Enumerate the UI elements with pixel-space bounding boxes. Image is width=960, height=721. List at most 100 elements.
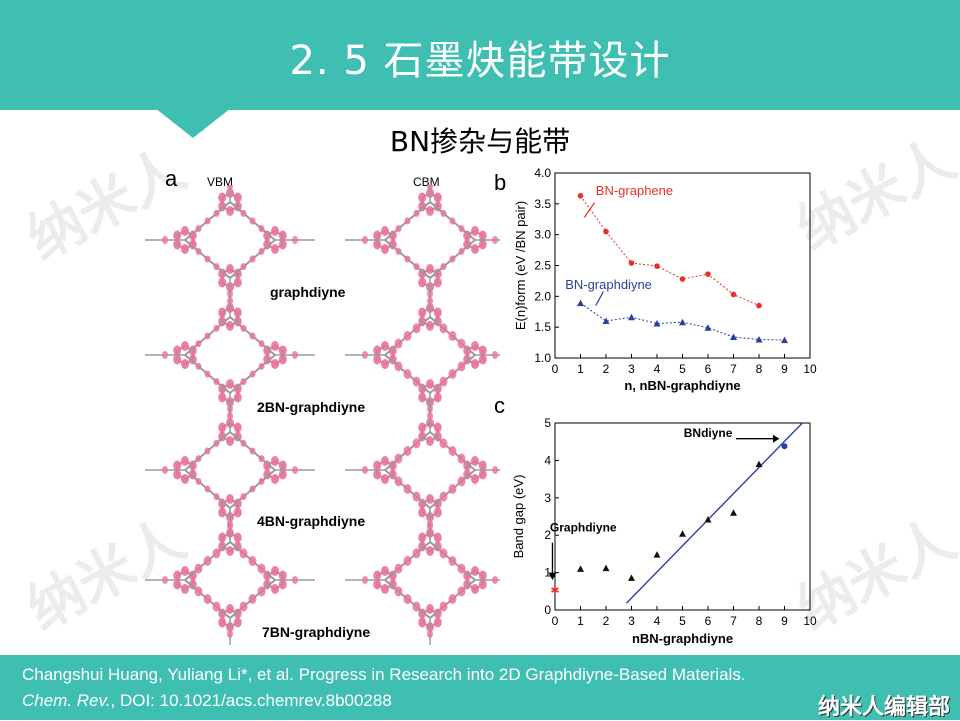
x-tick-label: 2 xyxy=(603,614,610,628)
orbital-lobe xyxy=(233,507,242,518)
orbital-lobe xyxy=(173,239,182,250)
orbital-lobe xyxy=(448,556,457,566)
orbital-lobe xyxy=(218,422,227,433)
y-tick-label: 0 xyxy=(544,603,551,617)
orbital-lobe xyxy=(413,209,420,217)
orbital-lobe xyxy=(181,359,189,369)
mol-label: 2BN-graphdiyne xyxy=(257,399,366,415)
benzene-ring xyxy=(418,494,442,522)
orbital-lobe xyxy=(181,226,189,236)
data-point xyxy=(628,313,635,321)
fit-line xyxy=(625,422,803,604)
orbital-lobe xyxy=(227,630,233,638)
orbital-lobe xyxy=(439,323,448,334)
orbital-lobe xyxy=(412,438,421,449)
y-tick-label: 4 xyxy=(544,453,551,467)
orbital-lobe xyxy=(426,494,434,504)
orbital-lobe xyxy=(362,466,368,474)
data-point xyxy=(679,530,686,537)
orbital-lobe xyxy=(226,436,234,446)
x-tick-label: 9 xyxy=(781,362,788,376)
orbital-lobe xyxy=(258,477,265,485)
orbital-lobe xyxy=(394,476,403,487)
orbital-lobe xyxy=(194,563,203,574)
orbital-lobe xyxy=(278,579,287,590)
orbital-lobe xyxy=(173,460,182,471)
orbital-lobe xyxy=(362,576,368,584)
x-tick-label: 4 xyxy=(654,614,661,628)
orbital-lobe xyxy=(204,217,211,225)
data-point xyxy=(781,443,788,450)
orbital-lobe xyxy=(218,277,227,288)
orbital-lobe xyxy=(418,532,427,543)
x-tick-label: 3 xyxy=(628,614,635,628)
x-axis-label: nBN-graphdiyne xyxy=(632,631,733,646)
orbital-lobe xyxy=(449,255,456,263)
chart-band-gap: 0 1 2 3 4 5 6 7 8 9 10 0 1 2 3 4 5 nBN-graphdiyne Band gap… xyxy=(511,416,817,646)
orbital-lobe xyxy=(292,466,298,474)
orbital-lobe xyxy=(173,570,182,581)
benzene-ring xyxy=(263,566,287,594)
orbital-lobe xyxy=(292,236,298,244)
orbital-lobe xyxy=(471,456,479,466)
mol-label: graphdiyne xyxy=(270,284,346,300)
orbital-lobe xyxy=(478,230,487,241)
data-point xyxy=(654,263,660,269)
orbital-lobe xyxy=(471,584,479,594)
orbital-lobe xyxy=(403,594,412,604)
orbital-lobe xyxy=(426,436,434,446)
slide-subtitle: BN掺杂与能带 xyxy=(389,125,571,158)
orbital-lobe xyxy=(240,439,247,447)
orbital-lobe xyxy=(213,324,220,332)
data-point xyxy=(730,333,737,341)
data-point xyxy=(602,317,610,324)
footer-bar: Changshui Huang, Yuliang Li*, et al. Pro… xyxy=(0,655,960,720)
data-point xyxy=(704,324,712,331)
orbital-lobe xyxy=(195,362,202,370)
orbital-lobe xyxy=(181,474,189,484)
orbital-lobe xyxy=(226,379,234,389)
series-label: BN-graphdiyne xyxy=(565,277,652,292)
orbital-lobe xyxy=(403,369,412,379)
plot-frame xyxy=(554,422,811,611)
orbital-lobe xyxy=(471,226,479,236)
benzene-ring xyxy=(373,341,397,369)
data-point xyxy=(628,260,635,266)
orbital-lobe xyxy=(458,247,465,255)
orbital-lobe xyxy=(249,370,256,378)
y-tick-label: 1.0 xyxy=(534,351,551,365)
x-tick-label: 6 xyxy=(705,362,712,376)
orbital-lobe xyxy=(413,263,420,271)
orbital-lobe xyxy=(213,493,220,501)
orbital-lobe xyxy=(412,376,421,387)
orbital-lobe xyxy=(412,491,421,502)
panel-b-label: b xyxy=(494,170,507,195)
orbital-lobe xyxy=(181,244,189,254)
orbital-lobe xyxy=(418,617,427,628)
orbital-lobe xyxy=(239,548,248,559)
label-arrow xyxy=(583,202,596,218)
orbital-lobe xyxy=(181,566,189,576)
orbital-lobe xyxy=(233,532,242,543)
orbital-lobe xyxy=(218,617,227,628)
orbital-lobe xyxy=(271,244,279,254)
y-tick-label: 5 xyxy=(544,416,551,430)
orbital-lobe xyxy=(195,340,202,348)
orbital-lobe xyxy=(373,579,382,590)
orbital-lobe xyxy=(471,566,479,576)
x-tick-label: 10 xyxy=(803,362,817,376)
orbital-lobe xyxy=(271,474,279,484)
orbital-lobe xyxy=(204,255,211,263)
reference-line-2: Chem. Rev., DOI: 10.1021/acs.chemrev.8b0… xyxy=(22,691,392,711)
orbital-lobe xyxy=(212,548,221,559)
orbital-lobe xyxy=(162,236,168,244)
orbital-lobe xyxy=(457,586,466,597)
orbital-lobe xyxy=(249,217,256,225)
orbital-lobe xyxy=(492,466,498,474)
x-tick-label: 7 xyxy=(730,362,737,376)
header-bar xyxy=(0,0,960,110)
orbital-lobe xyxy=(173,579,182,590)
orbital-lobe xyxy=(449,217,456,225)
benzene-ring xyxy=(218,418,242,446)
data-point xyxy=(781,336,788,344)
